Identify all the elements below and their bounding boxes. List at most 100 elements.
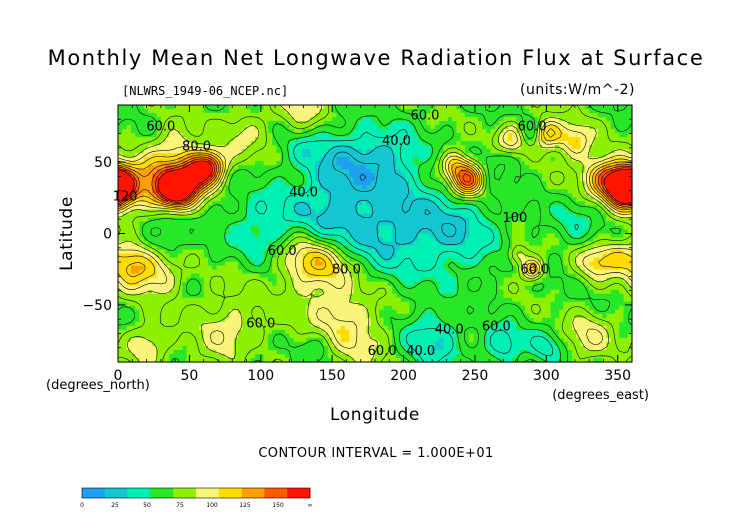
heatmap-cell [362,181,368,186]
heatmap-cell [118,217,123,223]
heatmap-cell [366,137,372,142]
heatmap-cell [627,189,633,194]
heatmap-cell [237,217,243,223]
heatmap-cell [302,125,308,130]
heatmap-cell [250,261,256,267]
heatmap-cell [233,153,239,158]
heatmap-cell [366,253,372,259]
heatmap-cell [345,121,350,126]
heatmap-cell [255,225,260,231]
heatmap-cell [413,145,419,150]
heatmap-cell [370,269,376,275]
heatmap-cell [576,181,582,186]
heatmap-cell [195,165,200,170]
heatmap-cell [332,205,338,211]
heatmap-cell [516,265,522,271]
heatmap-cell [250,125,256,130]
heatmap-cell [195,205,200,211]
contour-interval-label: CONTOUR INTERVAL = 1.000E+01 [258,446,494,461]
heatmap-cell [452,177,457,182]
heatmap-cell [173,249,179,255]
heatmap-cell [469,113,475,118]
heatmap-cell [447,105,453,110]
heatmap-cell [597,177,603,182]
heatmap-cell [619,229,625,235]
heatmap-cell [559,189,565,194]
heatmap-cell [135,137,141,142]
heatmap-cell [486,177,492,182]
heatmap-cell [477,113,483,118]
heatmap-cell [147,189,153,194]
heatmap-cell [452,181,457,186]
heatmap-cell [195,133,200,138]
heatmap-cell [276,265,282,271]
heatmap-cell [375,117,380,122]
heatmap-cell [422,237,427,243]
heatmap-cell [280,157,286,162]
heatmap-cell [409,169,415,174]
heatmap-cell [302,129,308,134]
heatmap-cell [255,121,260,126]
heatmap-cell [169,145,175,150]
heatmap-cell [259,249,265,255]
heatmap-cell [319,209,325,215]
heatmap-cell [237,109,243,114]
heatmap-cell [152,257,158,263]
heatmap-cell [409,137,415,142]
heatmap-cell [345,217,350,223]
heatmap-cell [293,185,299,190]
heatmap-cell [529,165,535,170]
heatmap-cell [255,193,260,198]
heatmap-cell [315,149,320,154]
heatmap-cell [447,109,453,114]
heatmap-cell [559,257,565,263]
heatmap-cell [417,181,423,186]
heatmap-cell [422,145,427,150]
heatmap-cell [567,117,573,122]
heatmap-cell [473,241,479,247]
heatmap-cell [375,225,380,231]
heatmap-cell [195,217,200,223]
heatmap-cell [602,137,607,142]
heatmap-cell [490,189,496,194]
heatmap-cell [276,121,282,126]
heatmap-cell [332,169,338,174]
heatmap-cell [477,149,483,154]
heatmap-cell [212,249,218,255]
heatmap-cell [593,261,599,267]
heatmap-cell [447,245,453,251]
heatmap-cell [229,185,235,190]
heatmap-cell [216,229,222,235]
heatmap-cell [516,181,522,186]
heatmap-cell [345,185,350,190]
heatmap-cell [396,229,402,235]
heatmap-cell [499,149,505,154]
heatmap-cell [597,125,603,130]
heatmap-cell [357,125,363,130]
heatmap-cell [327,253,333,259]
heatmap-cell [310,257,316,263]
heatmap-cell [426,233,432,239]
heatmap-cell [370,113,376,118]
heatmap-cell [430,161,436,166]
heatmap-cell [345,205,350,211]
heatmap-cell [297,225,303,231]
heatmap-cell [118,153,123,158]
heatmap-cell [366,245,372,251]
heatmap-cell [323,197,329,202]
heatmap-cell [559,253,565,259]
plot-area [118,105,633,363]
heatmap-cell [413,149,419,154]
heatmap-cell [503,121,509,126]
heatmap-cell [370,265,376,271]
heatmap-cell [490,253,496,259]
heatmap-cell [563,173,569,178]
heatmap-cell [169,233,175,239]
heatmap-cell [297,221,303,227]
heatmap-cell [143,117,149,122]
heatmap-cell [627,197,633,202]
heatmap-cell [499,213,505,219]
heatmap-cell [572,229,577,235]
heatmap-cell [507,249,513,255]
heatmap-cell [417,257,423,263]
